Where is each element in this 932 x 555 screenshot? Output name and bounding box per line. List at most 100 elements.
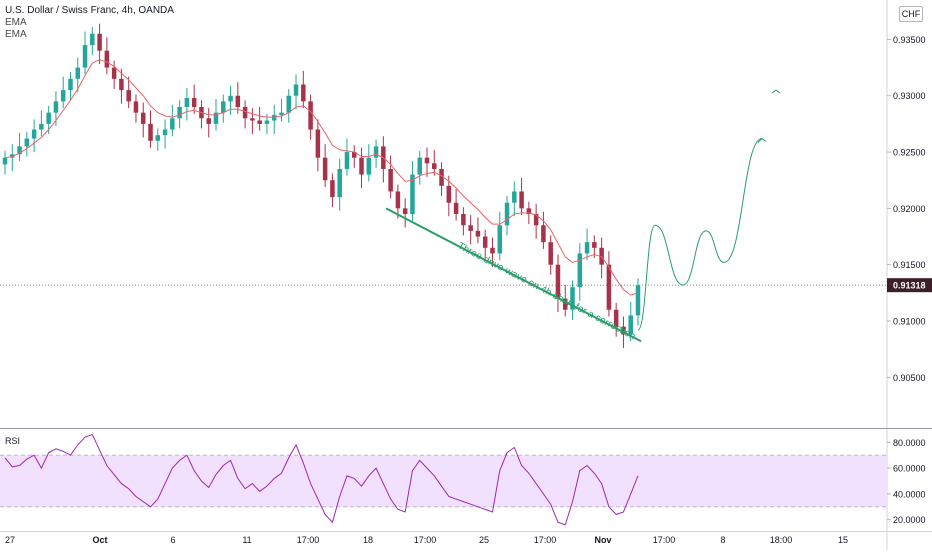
candle-body (90, 33, 95, 46)
candle-body (512, 191, 517, 203)
candle-body (308, 101, 313, 130)
ema-legend-1[interactable]: EMA (5, 17, 27, 28)
candle-body (592, 242, 597, 248)
rsi-label: RSI (5, 436, 20, 446)
candle-body (17, 146, 22, 155)
time-tick-label: 25 (479, 535, 489, 545)
candle-body (606, 264, 612, 310)
candle-body (46, 112, 51, 124)
candle-body (75, 67, 81, 79)
last-price-label: 0.91318 (893, 281, 926, 291)
candle-body (82, 45, 88, 68)
candle-body (10, 154, 15, 158)
candle-body (2, 157, 8, 165)
candle-body (555, 264, 561, 299)
candle-body (519, 191, 524, 209)
candle-body (439, 168, 444, 186)
candle-body (533, 214, 539, 226)
candle-body (279, 112, 284, 115)
candle-body (432, 163, 437, 169)
candle-body (235, 95, 241, 107)
candle-body (562, 298, 568, 310)
candle-body (60, 90, 66, 102)
candle-body (373, 146, 379, 158)
last-price-badge (887, 278, 932, 293)
currency-button[interactable]: CHF (899, 6, 923, 22)
candle-body (140, 112, 146, 124)
candle-body (410, 174, 415, 214)
candle-body (621, 326, 626, 335)
candle-body (242, 107, 248, 119)
candle-body (104, 50, 110, 68)
candle-body (126, 90, 131, 102)
candle-body (424, 157, 430, 164)
candle-body (97, 33, 102, 51)
candle-body (39, 123, 44, 130)
time-tick-label: 17:00 (653, 535, 676, 545)
candle-body (599, 247, 604, 265)
candle-body (482, 236, 488, 248)
candle-body (402, 208, 408, 214)
candle-body (271, 114, 277, 121)
price-tick-label: 0.91000 (893, 317, 926, 327)
time-tick-label: 27 (5, 535, 15, 545)
candle-body (461, 214, 466, 226)
chart-header: U.S. Dollar / Swiss Franc, 4h, OANDA EMA… (5, 5, 174, 41)
candle-body (264, 120, 270, 124)
rsi-tick-label: 80.0000 (893, 438, 926, 448)
price-tick-label: 0.92000 (893, 204, 926, 214)
candle-body (322, 157, 328, 181)
time-tick-label: 8 (720, 535, 725, 545)
candle-body (628, 315, 633, 335)
candle-body (584, 242, 590, 254)
candle-body (635, 285, 641, 316)
candle-body (337, 168, 342, 198)
projection-target-arrow (771, 89, 781, 94)
candle-body (330, 180, 335, 198)
candle-body (170, 118, 175, 130)
candle-body (148, 123, 153, 141)
candle-body (221, 101, 226, 113)
candle-body (417, 157, 422, 175)
time-tick-label: 17:00 (297, 535, 320, 545)
candle-body (286, 95, 292, 113)
time-tick-label: 17:00 (414, 535, 437, 545)
candle-body (359, 157, 364, 175)
candle-body (577, 253, 583, 288)
candle-body (293, 84, 299, 96)
candle-body (111, 67, 117, 79)
price-tick-label: 0.90500 (893, 373, 926, 383)
candle-body (446, 185, 452, 203)
time-tick-label: 6 (170, 535, 175, 545)
symbol-title: U.S. Dollar / Swiss Franc, 4h, OANDA (5, 5, 174, 16)
candle-body (119, 78, 124, 91)
candle-body (613, 309, 619, 327)
candle-body (206, 118, 211, 124)
rsi-band (0, 455, 887, 507)
candle-body (453, 202, 459, 214)
candle-body (162, 129, 168, 136)
candle-body (177, 107, 182, 119)
time-tick-label: 18:00 (770, 535, 793, 545)
time-tick-label: 15 (838, 535, 848, 545)
candle-body (344, 152, 350, 169)
candle-body (228, 95, 233, 102)
ema-legend-2[interactable]: EMA (5, 29, 27, 40)
price-tick-label: 0.93500 (893, 35, 926, 45)
candle-body (541, 225, 546, 243)
candle-body (250, 118, 255, 121)
time-tick-label: 18 (363, 535, 373, 545)
candle-body (133, 101, 139, 113)
candle-body (475, 230, 481, 237)
candle-body (366, 157, 372, 175)
candle-body (504, 202, 510, 226)
candle-body (301, 84, 306, 102)
rsi-tick-label: 60.0000 (893, 464, 926, 474)
time-tick-label: Nov (594, 535, 611, 545)
projection-path (637, 138, 763, 331)
candle-body (468, 225, 473, 231)
price-tick-label: 0.92500 (893, 148, 926, 158)
rsi-line (4, 433, 639, 526)
candle-body (31, 129, 37, 139)
